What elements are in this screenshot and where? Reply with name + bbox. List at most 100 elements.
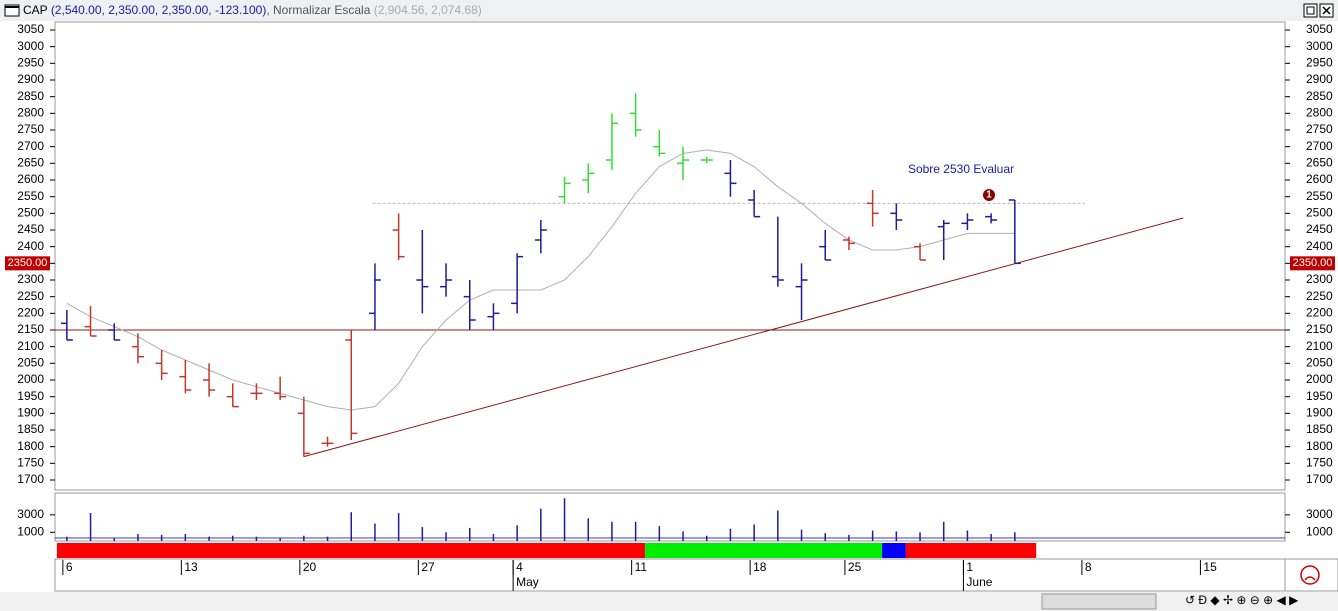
- y-tick-label-right: 2200: [1306, 306, 1333, 320]
- y-tick-label: 2100: [17, 339, 44, 353]
- price-label: 2350.00: [1293, 257, 1333, 269]
- volume-tick-label: 1000: [17, 524, 44, 538]
- y-tick-label-right: 2250: [1306, 289, 1333, 303]
- y-tick-label: 2650: [17, 156, 44, 170]
- y-tick-label-right: 1950: [1306, 389, 1333, 403]
- y-tick-label: 1750: [17, 456, 44, 470]
- y-tick-label-right: 2100: [1306, 339, 1333, 353]
- regime-band: [882, 543, 906, 558]
- y-tick-label-right: 2050: [1306, 356, 1333, 370]
- y-tick-label: 1800: [17, 439, 44, 453]
- y-tick-label-right: 2300: [1306, 272, 1333, 286]
- y-tick-label-right: 2400: [1306, 239, 1333, 253]
- y-tick-label-right: 2800: [1306, 106, 1333, 120]
- y-tick-label: 2850: [17, 89, 44, 103]
- y-tick-label: 1950: [17, 389, 44, 403]
- price-label-box: [5, 256, 50, 271]
- trendline: [303, 217, 1184, 458]
- x-tick-label: 20: [303, 560, 317, 574]
- y-tick-label-right: 2150: [1306, 322, 1333, 336]
- x-tick-label: 13: [184, 560, 198, 574]
- y-tick-label-right: 2500: [1306, 206, 1333, 220]
- y-tick-label-right: 2700: [1306, 139, 1333, 153]
- x-tick-label: 27: [421, 560, 435, 574]
- y-tick-label: 2200: [17, 306, 44, 320]
- regime-band: [645, 543, 883, 558]
- x-tick-label: 15: [1203, 560, 1217, 574]
- x-tick-label: 8: [1085, 560, 1092, 574]
- header: CAP (2,540.00, 2,350.00, 2,350.00, -123.…: [23, 3, 482, 17]
- status-face: [1304, 576, 1316, 581]
- y-tick-label: 1850: [17, 422, 44, 436]
- y-tick-label-right: 2450: [1306, 222, 1333, 236]
- indicator-values: (2,904.56, 2,074.68): [374, 3, 482, 17]
- price-label: 2350.00: [8, 257, 48, 269]
- y-tick-label-right: 3000: [1306, 39, 1333, 53]
- close-icon: [1322, 6, 1331, 15]
- y-tick-label: 1900: [17, 406, 44, 420]
- volume-tick-label-right: 1000: [1306, 524, 1333, 538]
- x-tick-label: 11: [635, 560, 648, 574]
- signal-marker: [983, 189, 995, 201]
- volume-pane: [54, 492, 1286, 542]
- x-tick-label: 25: [848, 560, 862, 574]
- y-tick-label-right: 2650: [1306, 156, 1333, 170]
- y-tick-label: 2550: [17, 189, 44, 203]
- y-tick-label-right: 1900: [1306, 406, 1333, 420]
- x-tick-label: 1: [966, 560, 973, 574]
- window-icon: [4, 4, 20, 17]
- x-tick-label: 6: [66, 560, 73, 574]
- month-label: June: [966, 575, 992, 589]
- quote: (2,540.00, 2,350.00, 2,350.00, -123.100): [51, 3, 267, 17]
- maximize-icon: [1306, 6, 1315, 15]
- month-label: May: [516, 575, 539, 589]
- x-tick-label: 18: [753, 560, 767, 574]
- y-tick-label: 2800: [17, 106, 44, 120]
- y-tick-label: 2450: [17, 222, 44, 236]
- y-tick-label: 2000: [17, 372, 44, 386]
- price-label-box: [1290, 256, 1335, 271]
- y-tick-label: 2950: [17, 56, 44, 70]
- moving-average: [66, 149, 1015, 411]
- y-tick-label: 2400: [17, 239, 44, 253]
- y-tick-label-right: 1700: [1306, 472, 1333, 486]
- title-bar: [0, 0, 1338, 21]
- y-tick-label-right: 2550: [1306, 189, 1333, 203]
- y-tick-label-right: 1800: [1306, 439, 1333, 453]
- y-tick-label-right: 1750: [1306, 456, 1333, 470]
- regime-band: [905, 543, 1037, 558]
- y-tick-label-right: 2900: [1306, 72, 1333, 86]
- y-tick-label-right: 2950: [1306, 56, 1333, 70]
- y-tick-label-right: 2850: [1306, 89, 1333, 103]
- x-tick-label: 4: [516, 560, 523, 574]
- y-tick-label: 2150: [17, 322, 44, 336]
- y-tick-label: 2050: [17, 356, 44, 370]
- annotation: Sobre 2530 Evaluar: [908, 162, 1014, 176]
- symbol: CAP: [23, 3, 48, 17]
- scrollbar-thumb[interactable]: [1041, 593, 1157, 610]
- y-tick-label: 1700: [17, 472, 44, 486]
- signal-marker-label: 1: [986, 190, 992, 201]
- y-tick-label: 2750: [17, 122, 44, 136]
- y-tick-label: 3050: [17, 22, 44, 36]
- volume-tick-label: 3000: [17, 507, 44, 521]
- maximize-button[interactable]: [1303, 3, 1318, 18]
- y-tick-label: 2500: [17, 206, 44, 220]
- status-icon[interactable]: [1300, 565, 1320, 585]
- y-tick-label-right: 2600: [1306, 172, 1333, 186]
- y-tick-label-right: 2750: [1306, 122, 1333, 136]
- indicator: Normalizar Escala: [273, 3, 371, 17]
- y-tick-label-right: 3050: [1306, 22, 1333, 36]
- y-tick-label: 2900: [17, 72, 44, 86]
- scrollbar-area: [0, 592, 1338, 611]
- separator: ,: [266, 3, 269, 17]
- y-tick-label: 2300: [17, 272, 44, 286]
- toolbar-icons[interactable]: ↺ Ð ◆ ✢ ⊕ ⊖ ⊕ ◀ ▶: [1185, 593, 1299, 607]
- price-pane: [54, 21, 1286, 491]
- y-tick-label: 2250: [17, 289, 44, 303]
- y-tick-label-right: 2000: [1306, 372, 1333, 386]
- regime-band: [56, 543, 646, 558]
- y-tick-label-right: 1850: [1306, 422, 1333, 436]
- y-tick-label: 3000: [17, 39, 44, 53]
